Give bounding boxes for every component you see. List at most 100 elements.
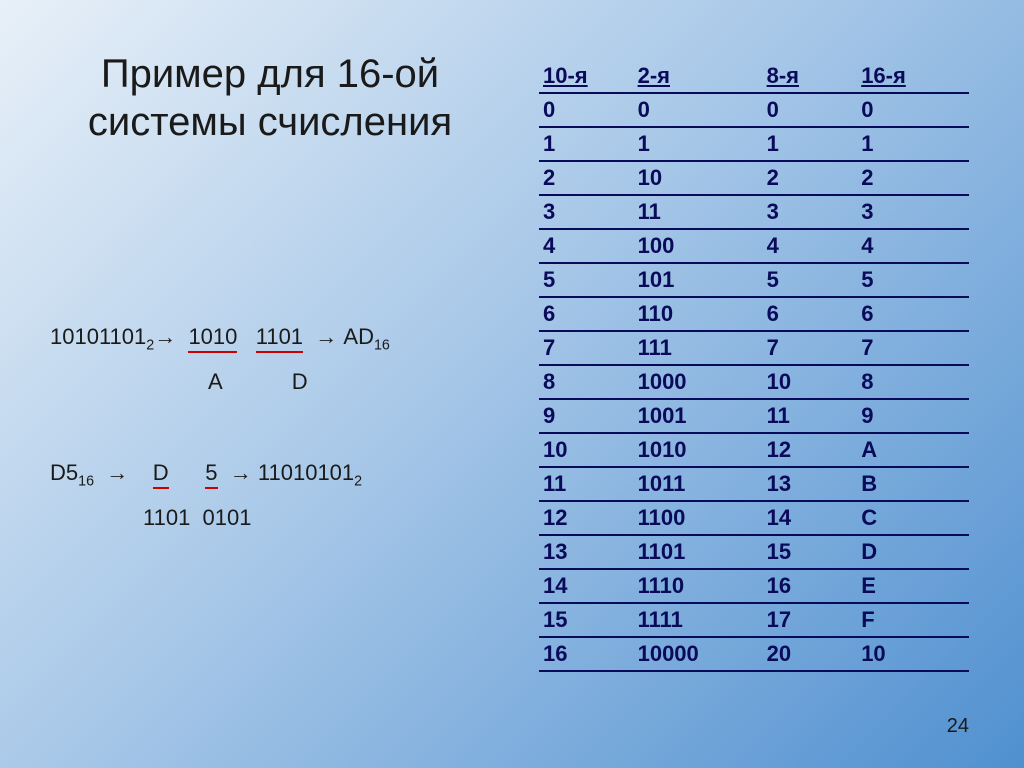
table-cell: 11 (763, 399, 858, 433)
slide: Пример для 16-ой системы счисления 10101… (0, 0, 1024, 768)
table-cell: 14 (539, 569, 634, 603)
table-cell: 1011 (634, 467, 763, 501)
table-cell: 2 (857, 161, 969, 195)
table-cell: 3 (539, 195, 634, 229)
table-cell: 6 (857, 297, 969, 331)
ex1-group-1: 1010 (188, 324, 237, 353)
table-row: 510155 (539, 263, 969, 297)
table-row: 91001119 (539, 399, 969, 433)
table-cell: 12 (539, 501, 634, 535)
table-cell: 3 (763, 195, 858, 229)
ex1-group-2: 1101 (256, 324, 303, 353)
table-row: 15111117F (539, 603, 969, 637)
table-cell: 1 (763, 127, 858, 161)
table-row: 11101113B (539, 467, 969, 501)
table-cell: 15 (539, 603, 634, 637)
examples-block: 101011012→ 1010 1101 → AD16 A D D516 → D… (50, 320, 490, 542)
table-cell: 16 (763, 569, 858, 603)
table-cell: 13 (763, 467, 858, 501)
table-cell: 1 (634, 127, 763, 161)
table-cell: 6 (539, 297, 634, 331)
table-cell: 1100 (634, 501, 763, 535)
table-cell: 7 (539, 331, 634, 365)
page-number: 24 (947, 715, 969, 738)
ex1-label-a: A (208, 369, 221, 394)
conversion-table: 10-я 2-я 8-я 16-я 0000111121022311334100… (539, 60, 969, 672)
table-cell: 1110 (634, 569, 763, 603)
table-header: 8-я (763, 60, 858, 93)
table-cell: D (857, 535, 969, 569)
table-cell: 8 (539, 365, 634, 399)
table-header: 16-я (857, 60, 969, 93)
table-cell: 11 (539, 467, 634, 501)
table-cell: 1000 (634, 365, 763, 399)
conversion-table-wrap: 10-я 2-я 8-я 16-я 0000111121022311334100… (539, 60, 969, 672)
ex2-arrow-2: → (230, 460, 252, 485)
title-line-1: Пример для 16-ой (101, 52, 439, 96)
table-cell: 16 (539, 637, 634, 671)
table-cell: 7 (857, 331, 969, 365)
ex2-bits-2: 0101 (203, 505, 252, 530)
ex2-d: D (153, 460, 169, 489)
table-cell: 4 (539, 229, 634, 263)
table-cell: 10 (539, 433, 634, 467)
table-cell: B (857, 467, 969, 501)
table-cell: 1010 (634, 433, 763, 467)
table-cell: 2 (539, 161, 634, 195)
table-cell: 4 (857, 229, 969, 263)
slide-title: Пример для 16-ой системы счисления (50, 50, 490, 146)
table-cell: 15 (763, 535, 858, 569)
ex1-arrow-1: → (154, 324, 176, 349)
table-body: 0000111121022311334100445101556110667111… (539, 93, 969, 671)
ex1-arrow-2: → (315, 324, 337, 349)
table-cell: 10 (857, 637, 969, 671)
table-cell: 3 (857, 195, 969, 229)
table-cell: 17 (763, 603, 858, 637)
table-cell: 12 (763, 433, 858, 467)
table-cell: 2 (763, 161, 858, 195)
table-cell: 1 (539, 127, 634, 161)
ex2-source: D5 (50, 460, 78, 485)
table-row: 10101012A (539, 433, 969, 467)
table-row: 0000 (539, 93, 969, 127)
table-row: 81000108 (539, 365, 969, 399)
table-cell: 111 (634, 331, 763, 365)
table-row: 31133 (539, 195, 969, 229)
ex1-result-sub: 16 (374, 337, 390, 353)
table-row: 611066 (539, 297, 969, 331)
ex2-result-sub: 2 (354, 473, 362, 489)
example-2-row-2: 1101 0101 (50, 501, 490, 534)
table-cell: 9 (539, 399, 634, 433)
ex2-bits-1: 1101 (143, 505, 190, 530)
table-cell: 13 (539, 535, 634, 569)
table-cell: 6 (763, 297, 858, 331)
table-cell: 1111 (634, 603, 763, 637)
title-line-2: системы счисления (88, 100, 452, 144)
table-row: 12110014C (539, 501, 969, 535)
table-cell: 8 (857, 365, 969, 399)
table-cell: 0 (634, 93, 763, 127)
ex2-five: 5 (205, 460, 217, 489)
table-cell: 10000 (634, 637, 763, 671)
table-cell: 5 (857, 263, 969, 297)
table-cell: 5 (763, 263, 858, 297)
table-cell: 1001 (634, 399, 763, 433)
table-header: 2-я (634, 60, 763, 93)
ex1-label-d: D (292, 369, 308, 394)
table-row: 410044 (539, 229, 969, 263)
ex1-source: 10101101 (50, 324, 146, 349)
table-cell: 9 (857, 399, 969, 433)
table-row: 13110115D (539, 535, 969, 569)
ex2-arrow-1: → (106, 460, 128, 485)
table-cell: 20 (763, 637, 858, 671)
table-cell: 10 (763, 365, 858, 399)
table-row: 21022 (539, 161, 969, 195)
example-1-row-1: 101011012→ 1010 1101 → AD16 (50, 320, 490, 357)
table-cell: 0 (857, 93, 969, 127)
table-cell: 1 (857, 127, 969, 161)
ex2-source-sub: 16 (78, 473, 94, 489)
table-cell: 4 (763, 229, 858, 263)
example-2-row-1: D516 → D 5 → 110101012 (50, 456, 490, 493)
table-cell: 0 (539, 93, 634, 127)
table-cell: 5 (539, 263, 634, 297)
